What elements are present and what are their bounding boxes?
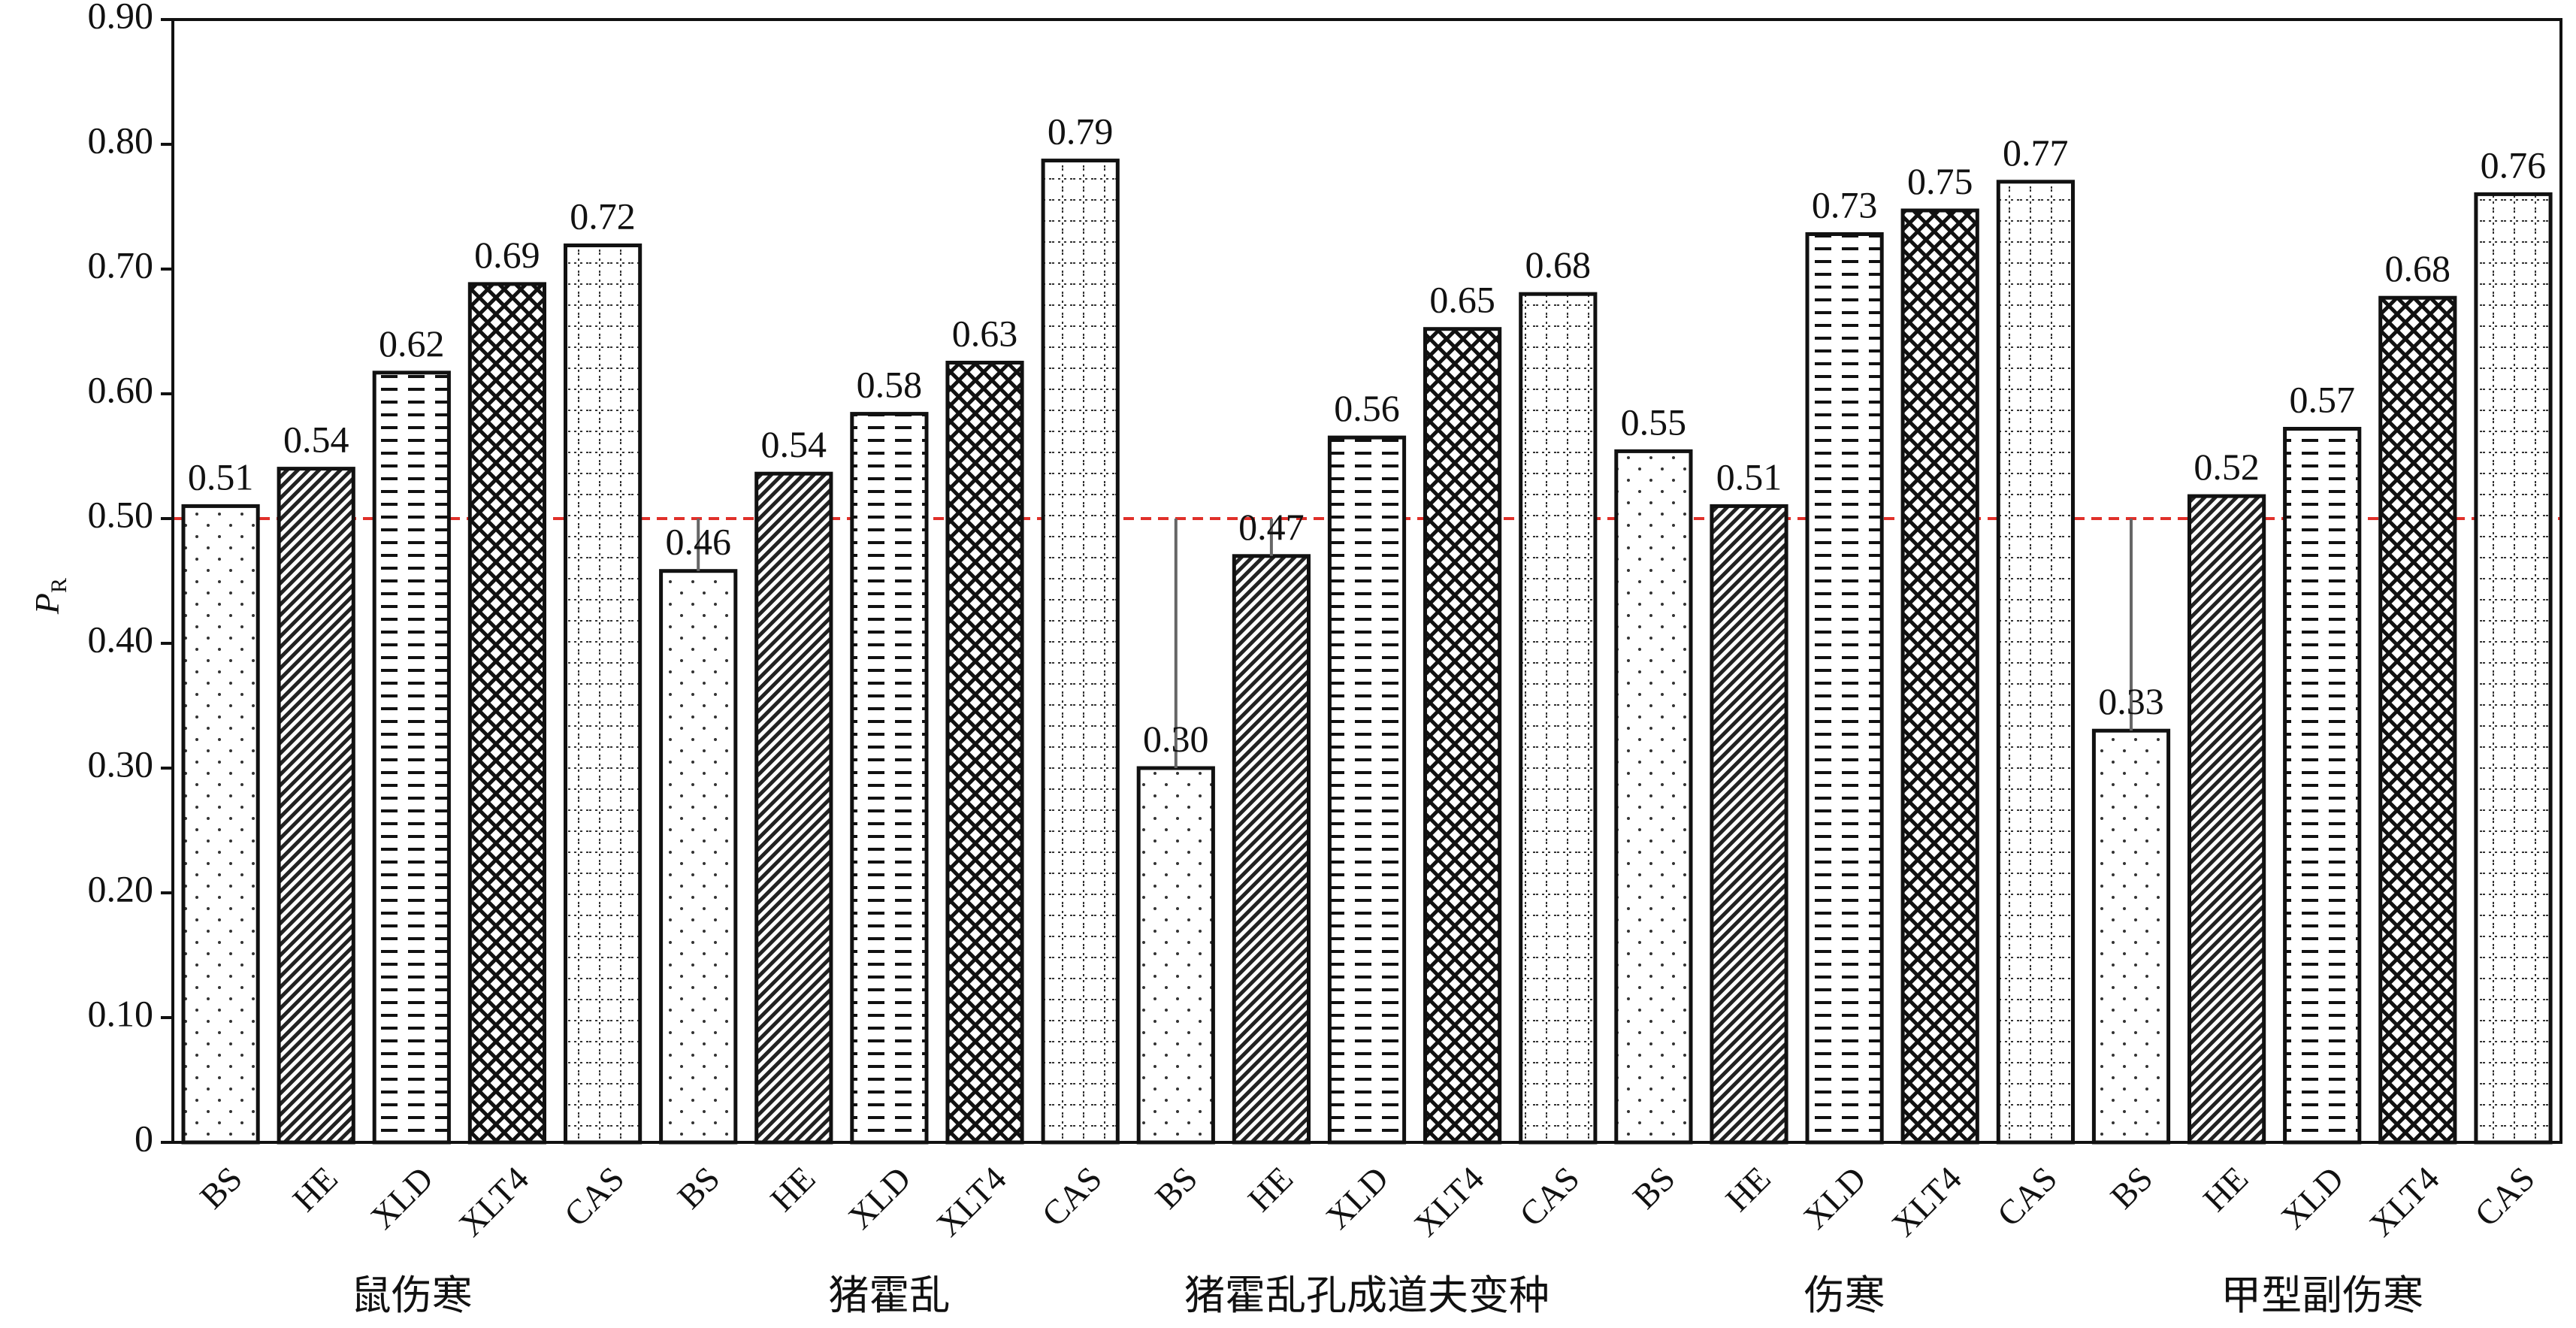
bar-5-bs <box>2091 728 2171 1145</box>
x-tick-label-3-bs: BS <box>1147 1159 1205 1216</box>
bar-4-bs <box>1614 449 1693 1145</box>
value-label-2-cas: 0.79 <box>1048 110 1114 153</box>
y-tick-label-7: 0.70 <box>88 244 154 286</box>
y-tick-label-0: 0 <box>135 1117 153 1159</box>
group-label-1: 鼠伤寒 <box>351 1273 473 1318</box>
x-tick-label-2-he: HE <box>763 1159 822 1218</box>
bar-2-bs <box>659 569 738 1145</box>
y-tick-label-4: 0.40 <box>88 618 154 660</box>
bar-3-cas <box>1519 292 1598 1145</box>
x-tick-label-3-cas: CAS <box>1512 1159 1586 1233</box>
x-tick-label-3-he: HE <box>1241 1159 1300 1218</box>
value-label-2-bs: 0.46 <box>665 521 731 563</box>
value-label-5-bs: 0.33 <box>2098 680 2164 722</box>
value-label-2-he: 0.54 <box>761 423 827 465</box>
y-tick-label-6: 0.60 <box>88 368 154 410</box>
y-tick-label-2: 0.20 <box>88 867 154 909</box>
x-tick-label-4-bs: BS <box>1625 1159 1683 1216</box>
bar-5-cas <box>2474 192 2553 1145</box>
value-label-3-bs: 0.30 <box>1143 718 1209 760</box>
bar-4-cas <box>1996 180 2076 1145</box>
value-label-1-he: 0.54 <box>283 419 349 461</box>
x-tick-label-1-cas: CAS <box>557 1159 631 1233</box>
x-tick-label-4-xlt4: XLT4 <box>1884 1159 1969 1244</box>
bar-3-bs <box>1136 766 1215 1145</box>
plot-frame <box>171 18 2562 1144</box>
y-tick-label-3: 0.30 <box>88 743 154 785</box>
group-label-3: 猪霍乱孔成道夫变种 <box>1184 1273 1550 1318</box>
value-label-1-xld: 0.62 <box>379 322 445 365</box>
x-tick-label-1-xlt4: XLT4 <box>452 1159 537 1244</box>
group-label-5: 甲型副伤寒 <box>2221 1273 2423 1318</box>
value-label-3-cas: 0.68 <box>1525 244 1591 286</box>
value-label-3-he: 0.47 <box>1238 506 1305 548</box>
x-tick-label-5-he: HE <box>2196 1159 2255 1218</box>
y-tick-label-1: 0.10 <box>88 992 154 1034</box>
x-tick-label-5-bs: BS <box>2103 1159 2160 1216</box>
x-tick-label-4-xld: XLD <box>1796 1159 1873 1236</box>
x-tick-label-3-xld: XLD <box>1318 1159 1395 1236</box>
value-label-4-bs: 0.55 <box>1621 401 1687 443</box>
bar-5-xld <box>2283 427 2362 1145</box>
x-tick-label-5-cas: CAS <box>2467 1159 2541 1233</box>
x-tick-label-2-bs: BS <box>670 1159 727 1216</box>
bar-5-xlt4 <box>2378 295 2457 1145</box>
x-tick-label-4-cas: CAS <box>1990 1159 2064 1233</box>
value-label-2-xld: 0.58 <box>857 364 923 406</box>
value-label-1-xlt4: 0.69 <box>474 234 540 276</box>
value-label-3-xlt4: 0.65 <box>1429 279 1495 321</box>
x-tick-label-1-he: HE <box>286 1159 345 1218</box>
bar-4-xlt4 <box>1900 208 1979 1145</box>
bar-2-cas <box>1041 159 1120 1145</box>
value-label-1-bs: 0.51 <box>188 455 254 498</box>
labels-layer: 0.51 0.54 0.62 0.69 0.72 0.46 0.54 0.58 0.63 0.79… <box>188 110 2546 760</box>
y-tick-label-8: 0.80 <box>88 119 154 161</box>
group-label-4: 伤寒 <box>1804 1273 1885 1318</box>
bar-5-he <box>2187 494 2266 1145</box>
bar-1-he <box>277 467 355 1145</box>
value-label-3-xld: 0.56 <box>1334 387 1400 429</box>
x-tick-label-1-bs: BS <box>192 1159 249 1216</box>
value-label-4-xld: 0.73 <box>1812 184 1878 226</box>
value-label-4-xlt4: 0.75 <box>1907 160 1973 202</box>
bar-3-xld <box>1327 435 1407 1145</box>
bar-4-xld <box>1805 232 1884 1145</box>
bars-layer <box>181 159 2553 1145</box>
bar-3-xlt4 <box>1423 327 1502 1145</box>
bar-2-he <box>754 471 833 1145</box>
bar-1-cas <box>564 244 642 1145</box>
value-label-1-cas: 0.72 <box>570 195 636 237</box>
x-tick-label-5-xlt4: XLT4 <box>2362 1159 2447 1244</box>
value-label-5-he: 0.52 <box>2194 446 2260 488</box>
y-axis-title: PR <box>28 578 71 615</box>
bar-2-xlt4 <box>945 361 1024 1145</box>
bar-4-he <box>1710 504 1788 1145</box>
group-label-2: 猪霍乱 <box>828 1273 950 1318</box>
bar-1-xld <box>372 371 451 1145</box>
x-tick-label-3-xlt4: XLT4 <box>1407 1159 1492 1244</box>
x-tick-label-1-xld: XLD <box>363 1159 440 1236</box>
x-tick-label-4-he: HE <box>1718 1159 1777 1218</box>
bar-1-xlt4 <box>467 282 546 1145</box>
bar-3-he <box>1232 554 1311 1145</box>
x-tick-label-2-xlt4: XLT4 <box>929 1159 1014 1244</box>
x-tick-label-2-cas: CAS <box>1035 1159 1109 1233</box>
value-label-5-xlt4: 0.68 <box>2385 247 2451 289</box>
y-tick-label-9: 0.90 <box>88 0 154 36</box>
x-tick-label-5-xld: XLD <box>2274 1159 2351 1236</box>
value-label-5-xld: 0.57 <box>2289 379 2355 421</box>
x-tick-label-2-xld: XLD <box>841 1159 918 1236</box>
value-label-2-xlt4: 0.63 <box>952 313 1018 355</box>
bar-2-xld <box>850 412 929 1145</box>
value-label-4-he: 0.51 <box>1716 455 1782 498</box>
bar-1-bs <box>181 504 260 1145</box>
value-label-4-cas: 0.77 <box>2003 132 2069 174</box>
value-label-5-cas: 0.76 <box>2481 144 2547 186</box>
y-tick-label-5: 0.50 <box>88 493 154 535</box>
